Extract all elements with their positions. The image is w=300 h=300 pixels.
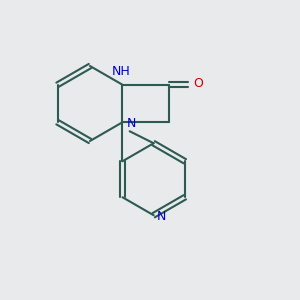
Text: O: O	[193, 77, 203, 90]
Text: N: N	[127, 117, 136, 130]
Text: N: N	[157, 210, 166, 223]
Text: NH: NH	[112, 65, 130, 78]
